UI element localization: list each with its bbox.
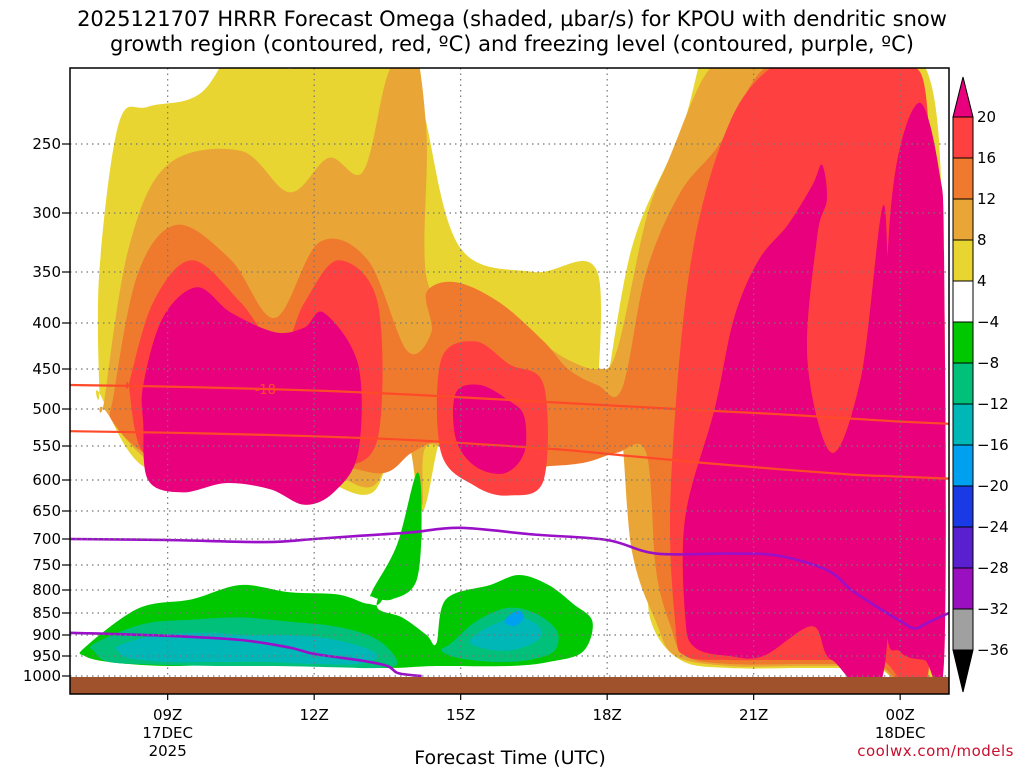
y-tick-label-350: 350 xyxy=(32,263,61,281)
colorbar-box-12 xyxy=(952,608,974,651)
colorbar-label-2: 12 xyxy=(977,190,996,208)
y-axis-ticks: 250 300 350 400 450 500 550 600 650 700 750 800 850 9… xyxy=(23,135,70,685)
colorbar-box-3 xyxy=(952,239,974,282)
omega-region-14 xyxy=(115,632,378,665)
colorbar-label-7: −12 xyxy=(977,395,1009,413)
colorbar-box-8 xyxy=(952,444,974,487)
colorbar-label-9: −20 xyxy=(977,477,1009,495)
colorbar-top-triangle xyxy=(952,76,974,118)
x-tick-label-15Z-0: 15Z xyxy=(446,706,475,724)
dgz-contour-1 xyxy=(70,430,949,480)
omega-region-9 xyxy=(883,102,946,690)
colorbar-label-6: −8 xyxy=(977,354,999,372)
dgz-contour-label: -18 xyxy=(255,383,276,398)
colorbar-box-10 xyxy=(952,526,974,569)
y-tick-label-900: 900 xyxy=(32,626,61,644)
chart-title-line-2: growth region (contoured, red, ºC) and f… xyxy=(110,32,914,56)
y-tick-label-550: 550 xyxy=(32,437,61,455)
colorbar-label-5: −4 xyxy=(977,313,999,331)
omega-region-6 xyxy=(141,287,362,505)
ground-bar xyxy=(70,677,949,694)
colorbar-label-12: −32 xyxy=(977,600,1009,618)
colorbar: 20 16 12 8 4 −4 −8 −12 −16 −20 −24 −28 −32 −36 xyxy=(952,76,1009,693)
colorbar-box-11 xyxy=(952,567,974,610)
colorbar-box-5 xyxy=(952,321,974,364)
credit-text: coolwx.com/models xyxy=(857,742,1014,760)
omega-region-11 xyxy=(370,472,422,601)
plot-frame xyxy=(69,67,950,695)
y-tick-label-450: 450 xyxy=(32,360,61,378)
omega-region-8 xyxy=(682,164,891,694)
x-tick-label-09Z-0: 09Z xyxy=(153,706,182,724)
chart-title-line-1: 2025121707 HRRR Forecast Omega (shaded, … xyxy=(77,7,947,31)
x-tick-label-00Z-1: 18DEC xyxy=(875,724,926,742)
colorbar-box-1 xyxy=(952,157,974,200)
grid-lines xyxy=(70,68,949,694)
y-tick-label-250: 250 xyxy=(32,135,61,153)
omega-region-16 xyxy=(504,610,525,627)
x-tick-label-09Z-1: 17DEC xyxy=(142,724,193,742)
x-tick-label-21Z-0: 21Z xyxy=(739,706,768,724)
colorbar-label-11: −28 xyxy=(977,559,1009,577)
colorbar-box-4 xyxy=(952,280,974,323)
colorbar-label-8: −16 xyxy=(977,436,1009,454)
y-tick-label-300: 300 xyxy=(32,204,61,222)
x-tick-label-18Z-0: 18Z xyxy=(592,706,621,724)
colorbar-box-6 xyxy=(952,362,974,405)
colorbar-label-10: −24 xyxy=(977,518,1009,536)
y-tick-label-950: 950 xyxy=(32,647,61,665)
y-tick-label-500: 500 xyxy=(32,400,61,418)
colorbar-label-4: 4 xyxy=(977,272,987,290)
x-tick-label-00Z-0: 00Z xyxy=(885,706,914,724)
x-axis-label: Forecast Time (UTC) xyxy=(414,747,605,768)
colorbar-bottom-triangle xyxy=(952,649,974,693)
y-tick-label-800: 800 xyxy=(32,581,61,599)
colorbar-box-0 xyxy=(952,116,974,159)
y-tick-label-600: 600 xyxy=(32,471,61,489)
x-tick-label-09Z-2: 2025 xyxy=(149,742,187,760)
y-tick-label-750: 750 xyxy=(32,556,61,574)
plot-area xyxy=(79,68,946,694)
colorbar-label-3: 8 xyxy=(977,231,987,249)
y-tick-label-850: 850 xyxy=(32,604,61,622)
colorbar-box-9 xyxy=(952,485,974,528)
colorbar-label-13: −36 xyxy=(977,641,1009,659)
colorbar-label-1: 16 xyxy=(977,149,996,167)
colorbar-box-2 xyxy=(952,198,974,241)
dgz-contour-0 xyxy=(70,383,949,425)
y-tick-label-1000: 1000 xyxy=(23,667,61,685)
colorbar-label-0: 20 xyxy=(977,108,996,126)
x-tick-label-12Z-0: 12Z xyxy=(299,706,328,724)
y-tick-label-700: 700 xyxy=(32,530,61,548)
omega-region-15 xyxy=(469,617,542,651)
colorbar-box-7 xyxy=(952,403,974,446)
omega-region-7 xyxy=(453,384,527,474)
y-tick-label-650: 650 xyxy=(32,502,61,520)
freezing-contour-0 xyxy=(70,526,949,630)
y-tick-label-400: 400 xyxy=(32,314,61,332)
